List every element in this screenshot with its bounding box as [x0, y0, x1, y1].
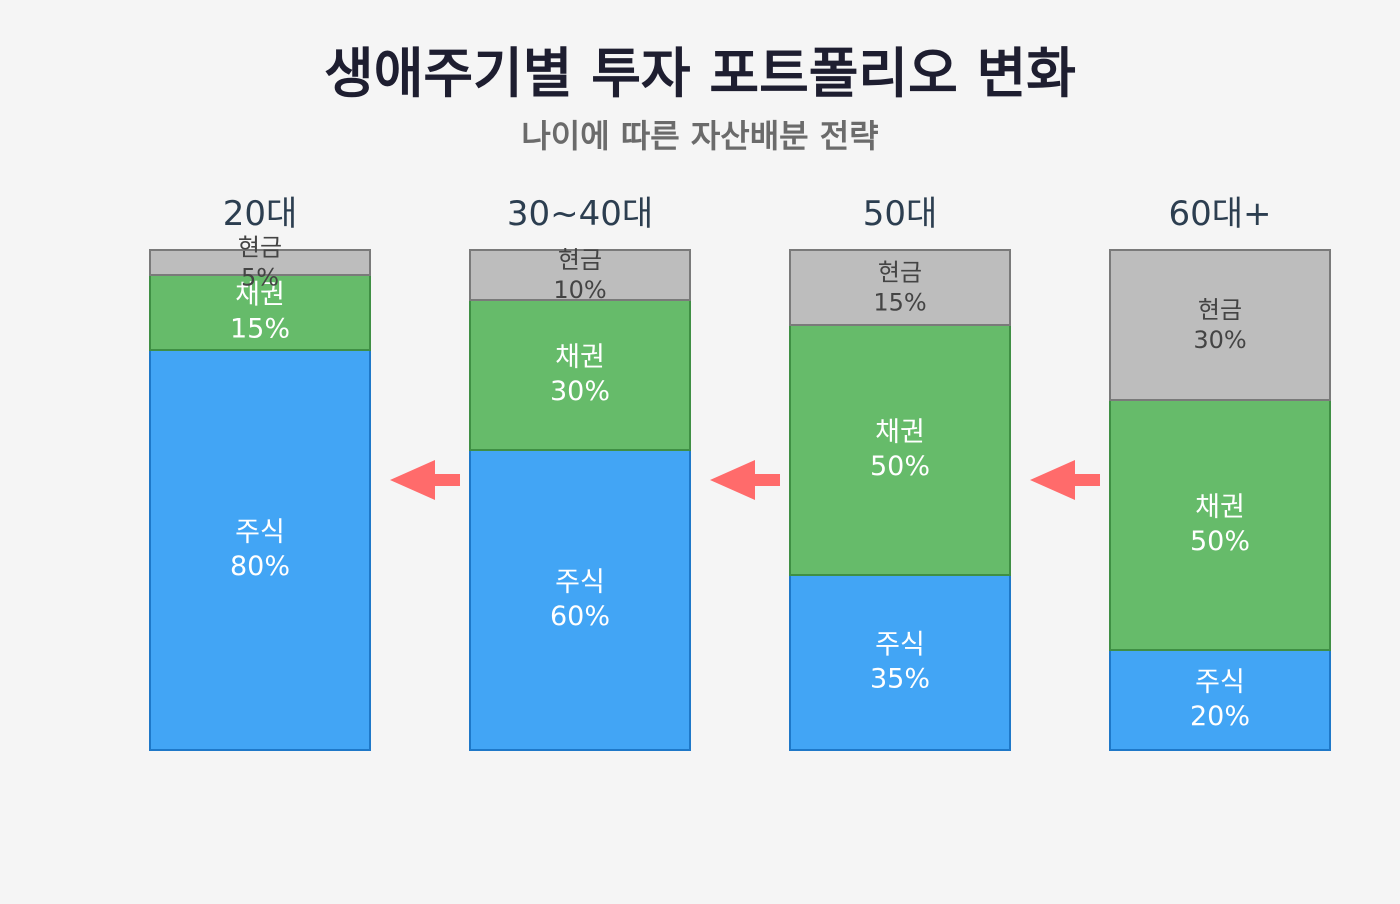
segment-value-label: 5% — [241, 264, 279, 292]
segment-name-label: 주식 — [875, 630, 925, 661]
segment-name-label: 채권 — [235, 280, 285, 311]
segment-name-label: 현금 — [238, 234, 282, 262]
segment-value-label: 50% — [870, 451, 930, 482]
chart-subtitle: 나이에 따른 자산배분 전략 — [521, 117, 878, 155]
segment-name-label: 채권 — [875, 417, 925, 448]
bar-segment-stock — [469, 449, 691, 751]
segment-value-label: 30% — [1193, 326, 1246, 354]
chart-title: 생애주기별 투자 포트폴리오 변화 — [324, 42, 1076, 105]
segment-name-label: 채권 — [555, 342, 605, 373]
category-label: 50대 — [863, 194, 938, 234]
left-arrow-icon — [710, 460, 780, 500]
segment-name-label: 현금 — [558, 246, 602, 274]
bar-segment-bond — [469, 299, 691, 451]
category-label: 20대 — [223, 194, 298, 234]
segment-value-label: 20% — [1190, 701, 1250, 732]
bar-segment-bond — [149, 274, 371, 351]
bars-group: 20대주식80%채권15%현금5%30~40대주식60%채권30%현금10%50… — [149, 194, 1331, 751]
segment-value-label: 60% — [550, 601, 610, 632]
left-arrow-icon — [390, 460, 460, 500]
segment-name-label: 주식 — [555, 567, 605, 598]
segment-value-label: 10% — [553, 276, 606, 304]
bar-segment-cash — [1109, 249, 1331, 401]
segment-name-label: 채권 — [1195, 492, 1245, 523]
segment-value-label: 50% — [1190, 526, 1250, 557]
bar-segment-cash — [469, 249, 691, 301]
bar-segment-stock — [789, 574, 1011, 751]
category-label: 60대+ — [1168, 194, 1271, 234]
segment-value-label: 80% — [230, 551, 290, 582]
left-arrow-icon — [1030, 460, 1100, 500]
segment-name-label: 현금 — [1198, 296, 1242, 324]
bar-segment-stock — [149, 349, 371, 751]
category-label: 30~40대 — [507, 194, 653, 234]
bar-segment-cash — [789, 249, 1011, 326]
segment-name-label: 현금 — [878, 259, 922, 287]
bar-segment-cash — [149, 249, 371, 276]
bar-segment-stock — [1109, 649, 1331, 751]
segment-value-label: 35% — [870, 664, 930, 695]
segment-value-label: 30% — [550, 376, 610, 407]
segment-value-label: 15% — [873, 289, 926, 317]
arrows-group — [390, 460, 1100, 500]
segment-name-label: 주식 — [235, 517, 285, 548]
segment-value-label: 15% — [230, 314, 290, 345]
bar-segment-bond — [1109, 399, 1331, 651]
bar-segment-bond — [789, 324, 1011, 576]
segment-name-label: 주식 — [1195, 667, 1245, 698]
